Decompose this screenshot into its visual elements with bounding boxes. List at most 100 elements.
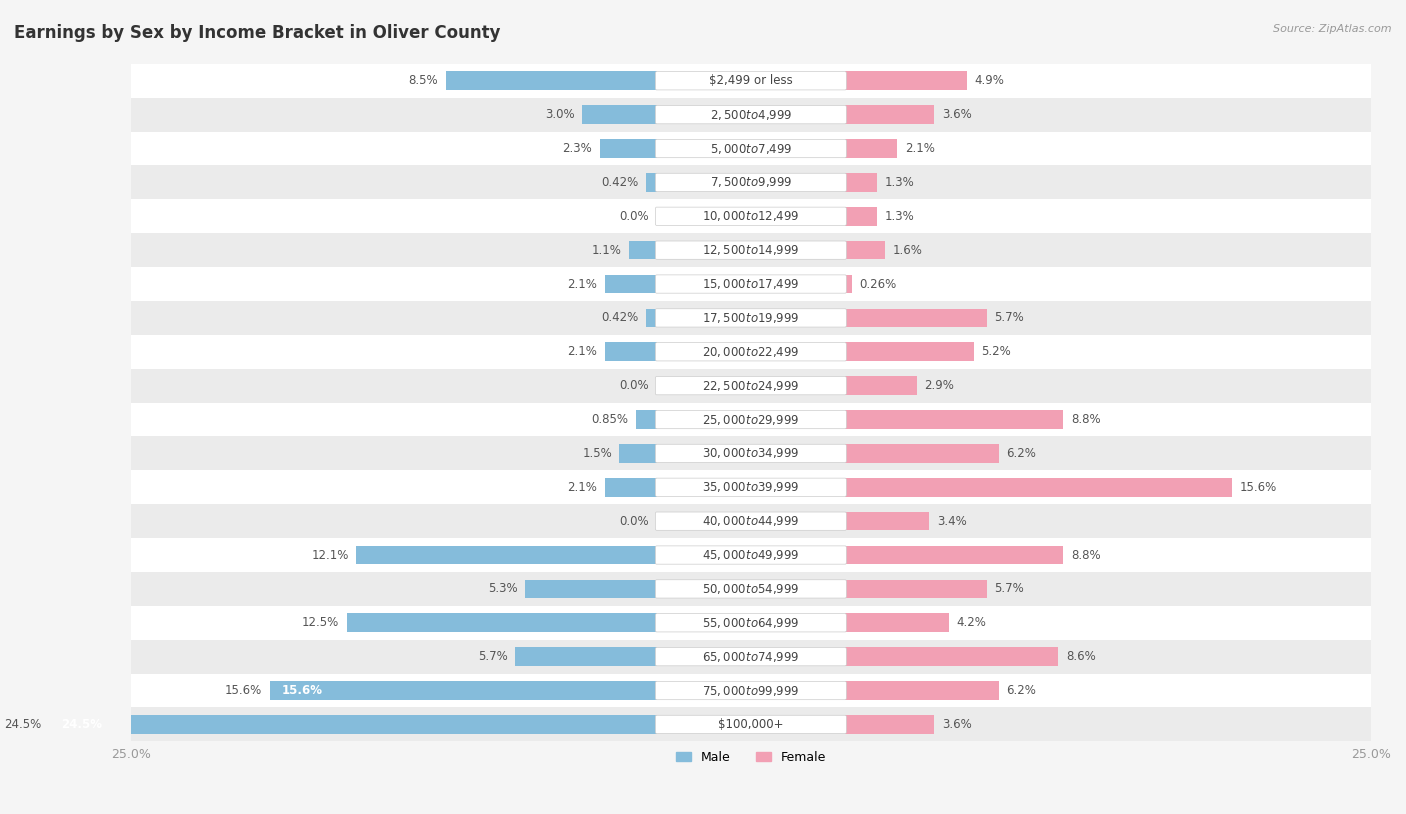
Bar <box>131 369 1371 403</box>
Text: 1.3%: 1.3% <box>884 176 914 189</box>
Text: 2.1%: 2.1% <box>904 142 935 155</box>
Text: $45,000 to $49,999: $45,000 to $49,999 <box>702 548 800 562</box>
Text: 0.0%: 0.0% <box>620 210 650 223</box>
Text: 4.2%: 4.2% <box>957 616 987 629</box>
Text: 15.6%: 15.6% <box>1240 481 1277 494</box>
Text: 12.1%: 12.1% <box>312 549 349 562</box>
Bar <box>131 267 1371 301</box>
Text: 8.5%: 8.5% <box>409 74 439 87</box>
Bar <box>845 614 949 632</box>
Bar <box>131 132 1371 165</box>
Text: 6.2%: 6.2% <box>1007 447 1036 460</box>
Text: 5.7%: 5.7% <box>994 312 1024 325</box>
Bar <box>845 647 1059 666</box>
Bar <box>131 436 1371 470</box>
Bar <box>131 63 1371 98</box>
Bar <box>131 572 1371 606</box>
FancyBboxPatch shape <box>655 478 846 497</box>
Text: 3.0%: 3.0% <box>546 108 575 121</box>
Bar <box>357 545 657 564</box>
Bar <box>845 274 852 293</box>
Bar <box>131 234 1371 267</box>
Text: 1.5%: 1.5% <box>582 447 612 460</box>
Bar <box>620 444 657 462</box>
Text: 2.1%: 2.1% <box>567 481 598 494</box>
Text: 1.1%: 1.1% <box>592 243 621 256</box>
Bar <box>131 504 1371 538</box>
Text: $100,000+: $100,000+ <box>718 718 783 731</box>
Text: 4.9%: 4.9% <box>974 74 1004 87</box>
Bar <box>515 647 657 666</box>
Text: 3.4%: 3.4% <box>936 514 967 527</box>
Text: 8.6%: 8.6% <box>1066 650 1095 663</box>
Text: 8.8%: 8.8% <box>1071 549 1101 562</box>
Bar <box>845 545 1063 564</box>
Text: $65,000 to $74,999: $65,000 to $74,999 <box>702 650 800 663</box>
Text: $30,000 to $34,999: $30,000 to $34,999 <box>702 446 800 461</box>
Bar <box>605 274 657 293</box>
Text: 8.8%: 8.8% <box>1071 413 1101 426</box>
Bar <box>131 98 1371 132</box>
Bar <box>131 640 1371 674</box>
Bar <box>131 538 1371 572</box>
FancyBboxPatch shape <box>655 580 846 598</box>
Bar <box>131 165 1371 199</box>
Text: 0.26%: 0.26% <box>859 278 896 291</box>
Text: $10,000 to $12,499: $10,000 to $12,499 <box>702 209 800 223</box>
Text: 24.5%: 24.5% <box>4 718 41 731</box>
Bar <box>845 681 998 700</box>
Bar <box>131 707 1371 742</box>
Bar <box>647 173 657 192</box>
FancyBboxPatch shape <box>655 207 846 225</box>
Text: $2,499 or less: $2,499 or less <box>709 74 793 87</box>
Text: $22,500 to $24,999: $22,500 to $24,999 <box>702 379 800 392</box>
Bar <box>845 343 974 361</box>
Text: Earnings by Sex by Income Bracket in Oliver County: Earnings by Sex by Income Bracket in Oli… <box>14 24 501 42</box>
Bar <box>524 580 657 598</box>
Bar <box>845 72 967 90</box>
FancyBboxPatch shape <box>655 410 846 429</box>
Bar <box>131 301 1371 335</box>
Text: 24.5%: 24.5% <box>62 718 103 731</box>
Bar <box>131 403 1371 436</box>
Text: 2.9%: 2.9% <box>925 379 955 392</box>
Bar <box>845 478 1232 497</box>
FancyBboxPatch shape <box>655 241 846 260</box>
Bar <box>636 410 657 429</box>
FancyBboxPatch shape <box>655 444 846 462</box>
Bar <box>845 580 987 598</box>
Text: 0.0%: 0.0% <box>620 379 650 392</box>
Bar <box>630 241 657 260</box>
Text: $7,500 to $9,999: $7,500 to $9,999 <box>710 175 792 190</box>
Text: 2.1%: 2.1% <box>567 345 598 358</box>
Bar <box>845 207 877 225</box>
Bar <box>582 105 657 124</box>
Bar <box>270 681 657 700</box>
Bar <box>605 478 657 497</box>
FancyBboxPatch shape <box>655 139 846 158</box>
Text: $35,000 to $39,999: $35,000 to $39,999 <box>702 480 800 494</box>
Bar <box>845 376 917 395</box>
FancyBboxPatch shape <box>655 716 846 733</box>
Text: 1.3%: 1.3% <box>884 210 914 223</box>
FancyBboxPatch shape <box>655 681 846 700</box>
Text: $17,500 to $19,999: $17,500 to $19,999 <box>702 311 800 325</box>
Bar <box>845 309 987 327</box>
Text: Source: ZipAtlas.com: Source: ZipAtlas.com <box>1274 24 1392 34</box>
Text: 5.3%: 5.3% <box>488 582 517 595</box>
Bar <box>131 335 1371 369</box>
Text: $40,000 to $44,999: $40,000 to $44,999 <box>702 514 800 528</box>
Text: 2.1%: 2.1% <box>567 278 598 291</box>
Bar <box>605 343 657 361</box>
Text: 15.6%: 15.6% <box>283 684 323 697</box>
Bar <box>845 173 877 192</box>
Bar <box>446 72 657 90</box>
Text: $75,000 to $99,999: $75,000 to $99,999 <box>702 684 800 698</box>
Text: $15,000 to $17,499: $15,000 to $17,499 <box>702 277 800 291</box>
Bar <box>131 606 1371 640</box>
Text: $50,000 to $54,999: $50,000 to $54,999 <box>702 582 800 596</box>
Bar <box>647 309 657 327</box>
Text: $25,000 to $29,999: $25,000 to $29,999 <box>702 413 800 427</box>
Text: $55,000 to $64,999: $55,000 to $64,999 <box>702 615 800 630</box>
Bar <box>845 139 897 158</box>
